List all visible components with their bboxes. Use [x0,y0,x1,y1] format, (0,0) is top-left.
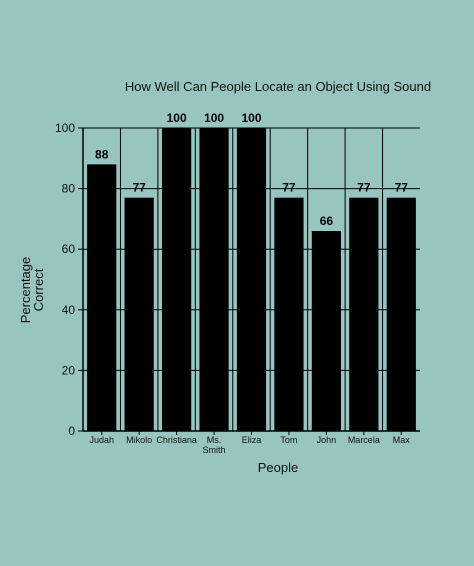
bar [274,197,304,431]
x-tick-label: Marcela [348,435,380,445]
x-tick-label: Christiana [156,435,197,445]
chart-title: How Well Can People Locate an Object Usi… [125,79,431,94]
data-label: 77 [132,181,146,195]
labels: 0 20 40 60 80 100 88 Judah 77 Mikolo 100 Christiana… [55,111,410,455]
bar [311,231,341,431]
data-label: 100 [241,111,261,125]
data-label: 77 [282,181,296,195]
x-tick-label: Tom [280,435,297,445]
x-tick-label: Eliza [242,435,262,445]
bar [124,197,154,431]
y-tick-label: 20 [62,363,76,377]
y-axis-title-line: Correct [31,268,46,311]
y-tick-label: 100 [55,121,75,135]
bar [162,128,192,431]
x-tick-label: Judah [89,435,114,445]
data-label: 77 [357,181,371,195]
x-tick-label: John [317,435,337,445]
bar [199,128,229,431]
bars [87,128,416,432]
bar [349,197,379,431]
x-tick-label: Max [393,435,411,445]
data-label: 66 [320,214,334,228]
y-tick-label: 60 [62,242,76,256]
data-label: 88 [95,147,109,161]
bar [87,164,117,432]
y-tick-label: 0 [68,424,75,438]
x-tick-label: Mikolo [126,435,152,445]
y-tick-label: 40 [62,303,76,317]
data-label: 77 [395,181,409,195]
bar [236,128,267,431]
axes [78,127,420,435]
bar [386,197,416,431]
x-axis-title: People [258,460,298,475]
y-tick-label: 80 [62,182,76,196]
data-label: 100 [204,111,224,125]
data-label: 100 [167,111,187,125]
y-axis-title-line: Percentage [18,257,33,324]
x-tick-label: Ms. Smith [203,435,226,455]
